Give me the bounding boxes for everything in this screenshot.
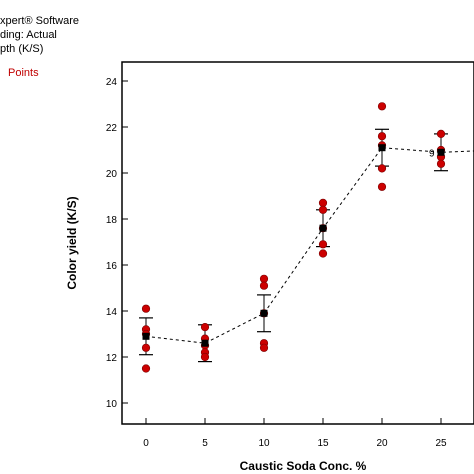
x-tick-label: 25 [435, 438, 447, 449]
y-tick-label: 20 [106, 169, 118, 180]
error-bars [139, 128, 448, 363]
x-tick-label: 10 [258, 438, 270, 449]
y-tick-label: 14 [106, 307, 118, 318]
mean-marker [260, 309, 268, 317]
data-point [259, 343, 269, 352]
y-axis: 10 12 14 16 18 20 22 24 [106, 77, 128, 410]
data-point [200, 352, 210, 362]
x-axis: 0 5 10 15 20 25 [143, 418, 447, 449]
data-point [436, 159, 446, 168]
data-point [377, 164, 387, 173]
software-info-line: xpert® Software [0, 15, 80, 27]
x-tick-label: 5 [202, 438, 208, 449]
y-axis-title: Color yield (K/S) [65, 196, 79, 289]
mean-marker [142, 332, 150, 340]
data-point [259, 281, 269, 290]
y-tick-label: 10 [106, 399, 118, 410]
data-point [318, 240, 328, 249]
design-points [141, 102, 446, 373]
data-point [318, 198, 328, 207]
data-point [318, 205, 328, 214]
points-legend-label: Points [8, 67, 39, 79]
plot-area-frame [121, 61, 474, 425]
mean-marker [319, 224, 327, 232]
predicted-means [142, 144, 445, 347]
data-point [259, 274, 269, 283]
y-tick-label: 18 [106, 215, 118, 226]
data-point [141, 364, 151, 373]
mean-marker [437, 148, 445, 156]
y-tick-label: 22 [106, 123, 118, 134]
x-axis-title: Caustic Soda Conc. % [240, 459, 367, 473]
data-point [377, 102, 387, 111]
trend-line [145, 147, 474, 344]
y-tick-label: 12 [106, 353, 118, 364]
y-tick-label: 16 [106, 261, 118, 272]
software-info-line: ding: Actual [0, 29, 57, 41]
mean-marker [201, 339, 209, 347]
x-tick-label: 0 [143, 438, 149, 449]
replicate-count-label: 9 [429, 148, 435, 159]
x-tick-label: 15 [317, 438, 329, 449]
data-point [318, 249, 328, 258]
y-tick-label: 24 [106, 77, 118, 88]
data-point [377, 132, 387, 141]
data-point [377, 182, 387, 191]
software-info-line: pth (K/S) [0, 43, 44, 55]
software-info: xpert® Software ding: Actual pth (K/S) [0, 14, 79, 56]
data-point [436, 129, 446, 138]
x-tick-label: 20 [376, 438, 388, 449]
data-point [141, 304, 151, 313]
mean-marker [378, 144, 386, 152]
data-point [200, 323, 210, 332]
data-point [141, 343, 151, 352]
